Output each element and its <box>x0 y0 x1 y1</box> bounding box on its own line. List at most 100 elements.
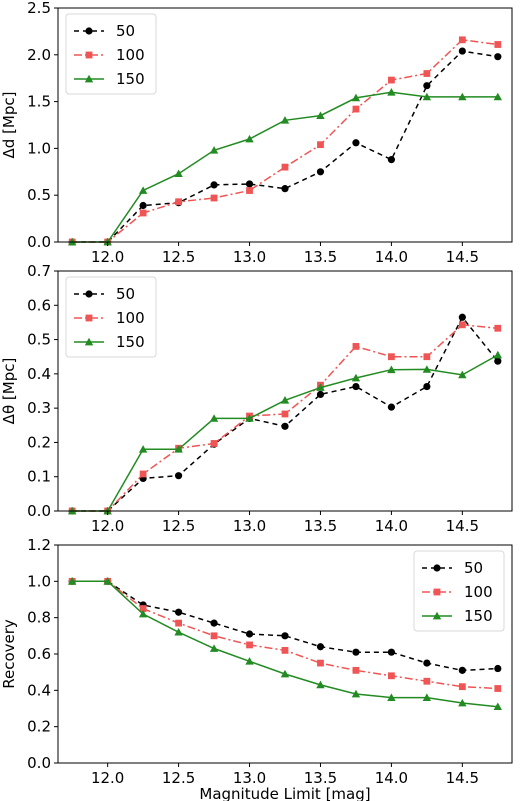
data-point-150 <box>67 577 77 585</box>
data-point-150 <box>458 370 467 379</box>
data-point-50 <box>174 608 183 616</box>
x-tick-label: 13.5 <box>304 517 337 535</box>
data-point-150 <box>316 111 325 119</box>
y-tick-label: 0.2 <box>27 433 51 451</box>
data-point-50 <box>245 630 254 638</box>
legend-marker <box>84 74 94 83</box>
data-point-50 <box>458 666 466 674</box>
legend-marker <box>433 564 441 572</box>
data-point-50 <box>281 632 289 640</box>
data-point-50 <box>316 168 325 176</box>
x-tick-label: 14.5 <box>446 769 479 787</box>
data-point-150 <box>280 669 290 678</box>
y-tick-label: 0.4 <box>27 365 51 383</box>
data-point-100 <box>246 641 253 649</box>
data-point-150 <box>458 92 467 101</box>
data-point-150 <box>280 396 290 404</box>
data-point-100 <box>458 321 466 329</box>
legend-label: 150 <box>116 333 145 351</box>
data-point-100 <box>494 324 502 332</box>
data-point-150 <box>245 657 254 665</box>
data-point-100 <box>388 353 395 361</box>
data-point-100 <box>139 209 147 217</box>
data-point-100 <box>352 666 360 674</box>
data-point-150 <box>245 134 254 143</box>
data-point-50 <box>210 181 218 189</box>
x-tick-label: 14.5 <box>446 248 479 266</box>
data-point-100 <box>352 105 360 113</box>
legend-marker <box>432 611 442 620</box>
x-tick-label: 13.0 <box>233 248 266 266</box>
data-point-150 <box>458 698 467 707</box>
legend-label: 50 <box>464 559 483 577</box>
legend-label: 150 <box>116 70 145 88</box>
x-tick-label: 14.0 <box>375 517 408 535</box>
y-tick-label: 0.0 <box>27 233 51 251</box>
data-point-50 <box>174 472 183 480</box>
data-point-150 <box>138 445 148 453</box>
data-point-100 <box>281 646 289 654</box>
y-tick-label: 0.2 <box>27 718 51 736</box>
legend: 50 100 150 <box>65 276 157 358</box>
chart-panel-1: 12.0 12.5 13.0 13.5 14.0 14.5 0.0 0.5 1.0 1.5 2.0 2… <box>0 0 513 266</box>
legend-marker <box>85 290 93 298</box>
legend-label: 50 <box>116 22 135 40</box>
data-point-100 <box>175 619 182 627</box>
y-tick-label: 0.5 <box>27 331 51 349</box>
data-point-150 <box>316 383 325 391</box>
data-point-150 <box>422 365 432 373</box>
data-point-50 <box>245 180 254 188</box>
data-point-150 <box>351 689 361 698</box>
y-tick-label: 1.2 <box>27 536 51 554</box>
y-tick-label: 0.6 <box>27 645 51 663</box>
legend-marker <box>85 51 93 59</box>
data-point-100 <box>494 41 502 48</box>
x-tick-label: 13.5 <box>304 769 337 787</box>
y-tick-label: 1.0 <box>27 139 51 157</box>
legend: 50 100 150 <box>65 13 157 95</box>
data-point-100 <box>210 194 218 202</box>
data-point-50 <box>423 659 431 667</box>
data-point-50 <box>387 156 396 164</box>
y-tick-label: 0.4 <box>27 681 51 699</box>
y-tick-label: 2.5 <box>27 0 51 17</box>
data-point-150 <box>351 93 361 102</box>
data-point-150 <box>387 88 396 96</box>
y-tick-label: 2.0 <box>27 46 51 64</box>
data-point-150 <box>387 693 396 701</box>
data-point-100 <box>352 343 360 350</box>
x-tick-label: 13.5 <box>304 248 337 266</box>
legend-marker <box>85 27 93 35</box>
data-point-50 <box>387 648 396 656</box>
legend-label: 100 <box>116 46 145 64</box>
y-tick-label: 0.8 <box>27 609 51 627</box>
data-point-100 <box>281 163 289 171</box>
chart-panel-3: 12.0 12.5 13.0 13.5 14.0 14.5 0.0 0.2 0.4 0.6 0.8 1… <box>0 536 513 801</box>
y-tick-label: 1.0 <box>27 572 51 590</box>
axes-frame <box>57 270 513 512</box>
data-point-100 <box>317 659 324 667</box>
axes-frame <box>57 7 513 243</box>
data-point-150 <box>245 414 254 422</box>
data-point-50 <box>316 643 325 651</box>
data-point-100 <box>175 198 182 206</box>
y-tick-label: 0.7 <box>27 262 51 280</box>
data-point-50 <box>352 648 360 656</box>
chart-panel-2: 12.0 12.5 13.0 13.5 14.0 14.5 0.0 0.1 0.2 0.3 0.4 0… <box>0 262 513 535</box>
data-point-150 <box>209 146 219 154</box>
x-tick-label: 13.0 <box>233 517 266 535</box>
data-point-50 <box>494 664 502 673</box>
data-point-100 <box>281 410 289 418</box>
data-point-150 <box>280 116 290 124</box>
legend-label: 150 <box>464 607 493 625</box>
data-point-100 <box>210 632 218 640</box>
data-point-50 <box>139 201 147 210</box>
data-point-150 <box>493 702 503 711</box>
x-tick-label: 12.0 <box>91 517 124 535</box>
x-tick-label: 12.5 <box>162 769 195 787</box>
data-point-100 <box>139 605 147 612</box>
data-point-100 <box>388 672 395 680</box>
x-tick-label: 12.5 <box>162 248 195 266</box>
data-point-50 <box>387 403 396 411</box>
